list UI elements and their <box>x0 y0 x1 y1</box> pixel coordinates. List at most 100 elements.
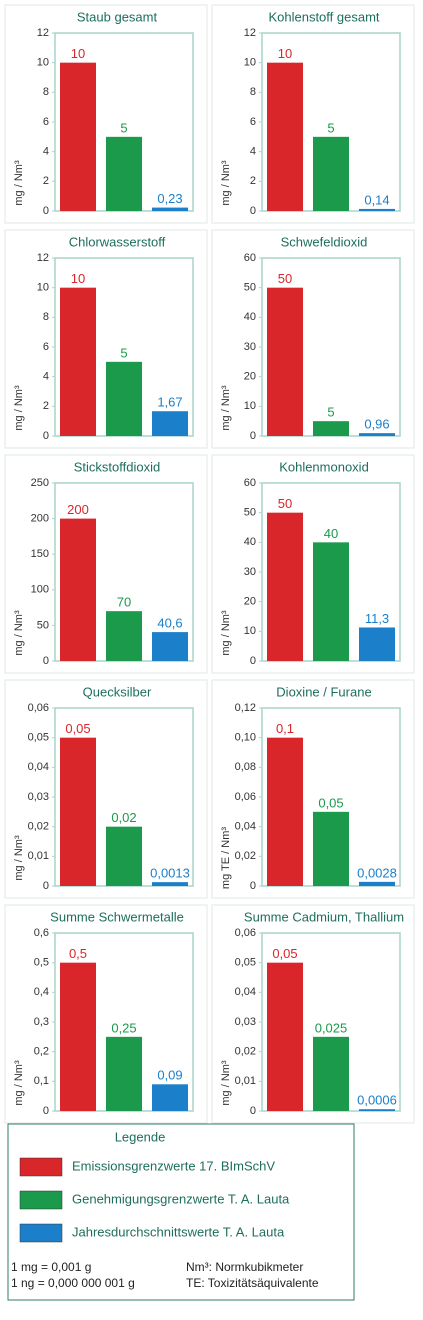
value-label: 5 <box>120 345 127 360</box>
bar <box>106 1036 142 1111</box>
y-tick-label: 150 <box>31 548 49 560</box>
bar <box>152 1084 188 1111</box>
panel <box>4 454 208 674</box>
bar <box>60 287 96 436</box>
bar <box>359 208 395 211</box>
bar <box>313 1036 349 1111</box>
bar <box>313 811 349 886</box>
value-label: 0,1 <box>276 721 294 736</box>
value-label: 5 <box>120 120 127 135</box>
y-tick-label: 100 <box>31 584 49 596</box>
y-tick-label: 0 <box>250 205 256 217</box>
panel <box>4 904 208 1124</box>
value-label: 5 <box>327 120 334 135</box>
value-label: 0,0028 <box>357 865 397 880</box>
y-tick-label: 6 <box>250 116 256 128</box>
legend-swatch <box>19 1223 63 1243</box>
y-tick-label: 8 <box>43 86 49 98</box>
bar <box>267 287 303 436</box>
y-tick-label: 0 <box>250 430 256 442</box>
y-tick-label: 0,08 <box>235 761 256 773</box>
panel <box>211 454 415 674</box>
y-tick-label: 4 <box>43 371 49 383</box>
y-tick-label: 0 <box>43 655 49 667</box>
y-tick-label: 0,02 <box>235 1046 256 1058</box>
chart-title: Kohlenstoff gesamt <box>268 9 379 24</box>
chart-title: Staub gesamt <box>77 9 158 24</box>
y-tick-label: 0 <box>43 1105 49 1117</box>
y-tick-label: 0,06 <box>235 791 256 803</box>
value-label: 0,14 <box>364 192 389 207</box>
value-label: 10 <box>71 271 85 286</box>
bar <box>359 1109 395 1111</box>
value-label: 5 <box>327 405 334 420</box>
value-label: 0,25 <box>111 1020 136 1035</box>
y-tick-label: 10 <box>244 57 256 69</box>
y-tick-label: 0 <box>43 205 49 217</box>
y-tick-label: 60 <box>244 252 256 264</box>
bar <box>60 962 96 1111</box>
y-axis-label: mg / Nm³ <box>13 610 25 656</box>
bar <box>60 518 96 661</box>
y-tick-label: 0 <box>250 655 256 667</box>
legend-label: Emissionsgrenzwerte 17. BImSchV <box>72 1158 275 1173</box>
y-tick-label: 0,04 <box>28 761 49 773</box>
bar <box>152 882 188 886</box>
y-tick-label: 20 <box>244 596 256 608</box>
value-label: 0,025 <box>315 1020 348 1035</box>
y-tick-label: 30 <box>244 566 256 578</box>
panel <box>211 679 415 899</box>
value-label: 11,3 <box>365 611 389 626</box>
legend-swatch <box>19 1157 63 1177</box>
y-tick-label: 0,6 <box>34 927 49 939</box>
chart-title: Stickstoffdioxid <box>74 459 160 474</box>
panel <box>211 904 415 1124</box>
value-label: 1,67 <box>157 395 182 410</box>
y-tick-label: 10 <box>37 282 49 294</box>
value-label: 200 <box>67 502 89 517</box>
y-tick-label: 0 <box>43 430 49 442</box>
y-tick-label: 12 <box>244 27 256 39</box>
bar <box>152 207 188 211</box>
y-tick-label: 12 <box>37 27 49 39</box>
value-label: 10 <box>71 46 85 61</box>
panel <box>4 229 208 449</box>
y-axis-label: mg / Nm³ <box>220 1060 232 1106</box>
legend-label: Jahresdurchschnittswerte T. A. Lauta <box>72 1224 285 1239</box>
chart-title: Summe Cadmium, Thallium <box>244 909 404 924</box>
chart-title: Dioxine / Furane <box>276 684 371 699</box>
y-tick-label: 12 <box>37 252 49 264</box>
legend-label: Genehmigungsgrenzwerte T. A. Lauta <box>72 1191 290 1206</box>
chart-title: Quecksilber <box>83 684 152 699</box>
value-label: 40,6 <box>157 616 182 631</box>
bar <box>106 826 142 886</box>
bar <box>359 627 395 661</box>
y-tick-label: 200 <box>31 513 49 525</box>
y-tick-label: 20 <box>244 371 256 383</box>
y-tick-label: 0,05 <box>235 957 256 969</box>
y-tick-label: 0,2 <box>34 1046 49 1058</box>
y-tick-label: 0 <box>250 1105 256 1117</box>
bar <box>313 542 349 661</box>
note: Nm³: Normkubikmeter <box>186 1260 303 1274</box>
panel <box>4 679 208 899</box>
y-axis-label: mg / Nm³ <box>13 385 25 431</box>
y-tick-label: 10 <box>244 625 256 637</box>
bar <box>60 62 96 211</box>
note: 1 mg = 0,001 g <box>11 1260 91 1274</box>
value-label: 0,09 <box>157 1068 182 1083</box>
y-axis-label: mg TE / Nm³ <box>220 827 232 889</box>
y-tick-label: 0,03 <box>28 791 49 803</box>
y-tick-label: 0,01 <box>28 850 49 862</box>
y-tick-label: 250 <box>31 477 49 489</box>
y-tick-label: 0,4 <box>34 986 49 998</box>
value-label: 0,0013 <box>150 866 190 881</box>
bar <box>313 421 349 436</box>
panel <box>4 4 208 224</box>
value-label: 10 <box>278 46 292 61</box>
value-label: 0,96 <box>364 417 389 432</box>
chart-title: Chlorwasserstoff <box>69 234 166 249</box>
y-tick-label: 0,04 <box>235 986 256 998</box>
y-tick-label: 0,5 <box>34 957 49 969</box>
